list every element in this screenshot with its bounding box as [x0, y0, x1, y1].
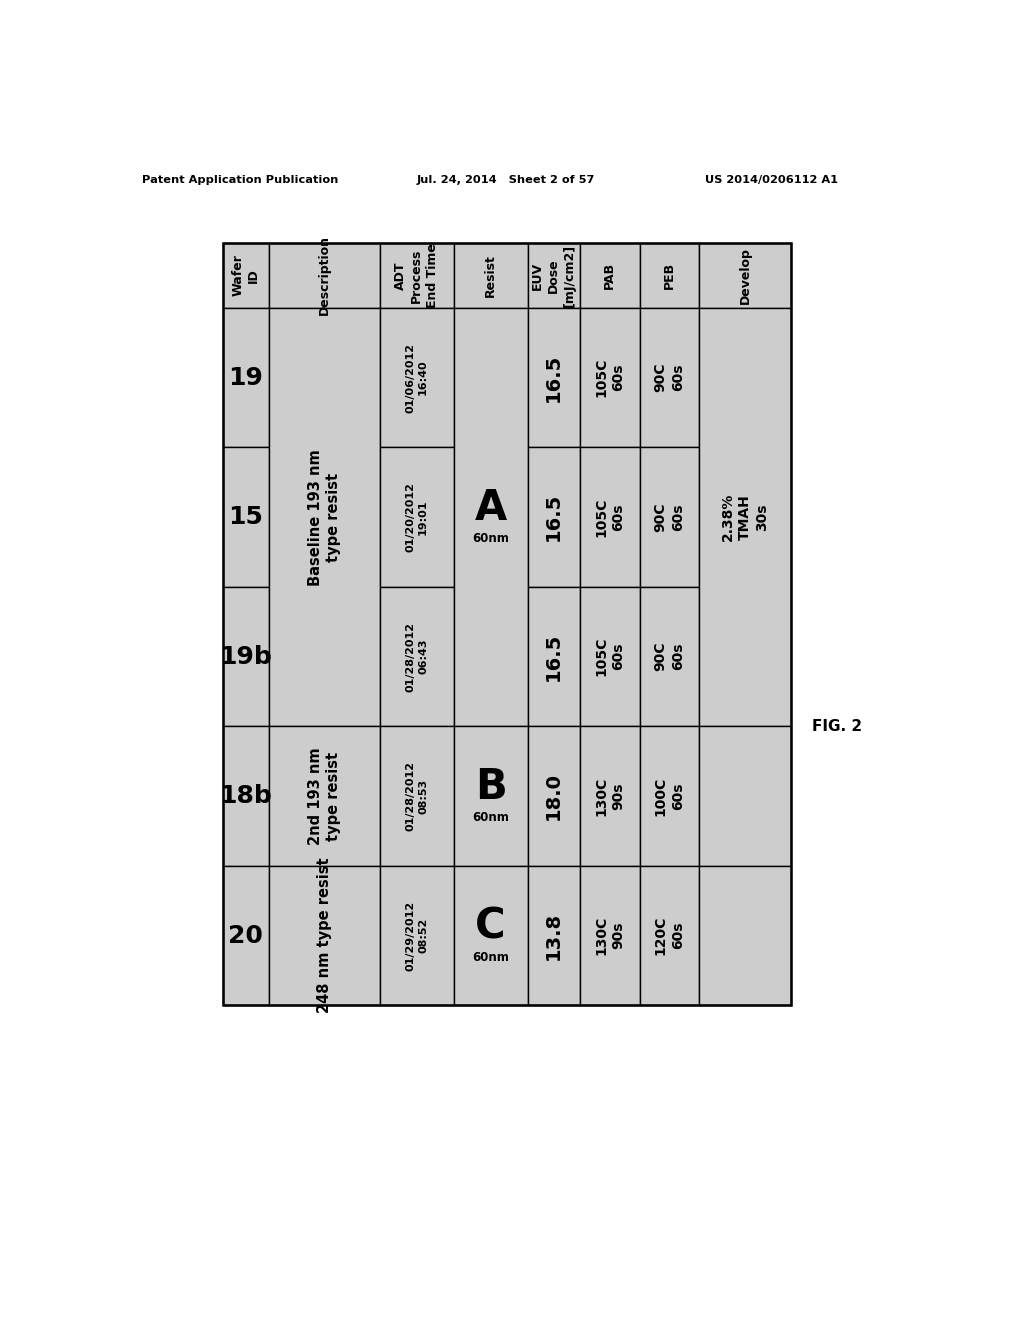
Bar	[454, 726, 527, 866]
Text: B: B	[475, 766, 507, 808]
Text: Patent Application Publication: Patent Application Publication	[142, 176, 338, 185]
Bar	[380, 308, 454, 447]
Bar	[222, 243, 269, 308]
Bar	[269, 308, 380, 726]
Text: 01/20/2012
19:01: 01/20/2012 19:01	[406, 482, 428, 552]
Text: 100C
60s: 100C 60s	[653, 776, 685, 816]
Bar	[699, 726, 791, 866]
Text: 2.38%
TMAH
30s: 2.38% TMAH 30s	[721, 492, 769, 541]
Bar	[454, 243, 527, 308]
Bar	[640, 243, 699, 308]
Bar	[580, 243, 640, 308]
Text: Resist: Resist	[484, 253, 498, 297]
Bar	[580, 587, 640, 726]
Text: C: C	[475, 906, 506, 948]
Text: 130C
90s: 130C 90s	[594, 916, 626, 956]
Text: 60nm: 60nm	[472, 812, 509, 824]
Text: 18.0: 18.0	[544, 772, 563, 820]
Bar	[527, 447, 580, 587]
Text: Develop: Develop	[738, 247, 752, 304]
Text: PEB: PEB	[663, 261, 676, 289]
Bar	[699, 308, 791, 726]
Bar	[222, 866, 269, 1006]
Text: 19: 19	[228, 366, 263, 389]
Bar	[454, 308, 527, 726]
Text: 105C
60s: 105C 60s	[594, 358, 626, 397]
Text: ADT
Process
End Time: ADT Process End Time	[394, 243, 439, 308]
Bar	[222, 726, 269, 866]
Bar	[380, 243, 454, 308]
Bar	[222, 308, 269, 447]
Bar	[527, 726, 580, 866]
Text: 01/28/2012
08:53: 01/28/2012 08:53	[406, 762, 428, 832]
Text: 19b: 19b	[219, 644, 272, 669]
Text: Description: Description	[318, 235, 331, 315]
Bar	[699, 243, 791, 308]
Text: US 2014/0206112 A1: US 2014/0206112 A1	[706, 176, 839, 185]
Bar	[380, 866, 454, 1006]
Text: 13.8: 13.8	[544, 912, 563, 960]
Bar	[222, 587, 269, 726]
Text: 16.5: 16.5	[544, 632, 563, 681]
Bar	[640, 587, 699, 726]
Bar	[527, 587, 580, 726]
Text: 15: 15	[228, 506, 263, 529]
Bar	[222, 447, 269, 587]
Bar	[580, 726, 640, 866]
Bar	[527, 866, 580, 1006]
Text: Wafer
ID: Wafer ID	[231, 255, 260, 297]
Text: 60nm: 60nm	[472, 532, 509, 545]
Text: Jul. 24, 2014   Sheet 2 of 57: Jul. 24, 2014 Sheet 2 of 57	[417, 176, 595, 185]
Text: 16.5: 16.5	[544, 354, 563, 401]
Text: EUV
Dose
[mJ/cm2]: EUV Dose [mJ/cm2]	[531, 244, 577, 308]
Text: 105C
60s: 105C 60s	[594, 638, 626, 676]
Bar	[699, 866, 791, 1006]
Text: FIG. 2: FIG. 2	[812, 719, 862, 734]
Bar	[222, 243, 791, 1006]
Text: 16.5: 16.5	[544, 494, 563, 541]
Text: 01/06/2012
16:40: 01/06/2012 16:40	[406, 343, 428, 413]
Bar	[269, 866, 380, 1006]
Bar	[380, 587, 454, 726]
Text: Baseline 193 nm
type resist: Baseline 193 nm type resist	[308, 449, 341, 586]
Text: 60nm: 60nm	[472, 950, 509, 964]
Bar	[269, 726, 380, 866]
Text: 20: 20	[228, 924, 263, 948]
Bar	[580, 866, 640, 1006]
Text: 18b: 18b	[219, 784, 272, 808]
Bar	[380, 726, 454, 866]
Text: 130C
90s: 130C 90s	[594, 776, 626, 816]
Text: 01/29/2012
08:52: 01/29/2012 08:52	[406, 900, 428, 970]
Text: 01/28/2012
06:43: 01/28/2012 06:43	[406, 622, 428, 692]
Bar	[580, 447, 640, 587]
Bar	[527, 243, 580, 308]
Bar	[640, 866, 699, 1006]
Bar	[580, 308, 640, 447]
Bar	[640, 726, 699, 866]
Bar	[640, 308, 699, 447]
Text: 2nd 193 nm
type resist: 2nd 193 nm type resist	[308, 747, 341, 845]
Text: 105C
60s: 105C 60s	[594, 498, 626, 537]
Text: 90C
60s: 90C 60s	[653, 363, 685, 392]
Text: A: A	[474, 487, 507, 529]
Text: 120C
60s: 120C 60s	[653, 916, 685, 956]
Bar	[380, 447, 454, 587]
Bar	[269, 243, 380, 308]
Text: 90C
60s: 90C 60s	[653, 642, 685, 672]
Text: PAB: PAB	[603, 261, 616, 289]
Bar	[640, 447, 699, 587]
Text: 248 nm type resist: 248 nm type resist	[317, 858, 332, 1014]
Text: 90C
60s: 90C 60s	[653, 503, 685, 532]
Bar	[527, 308, 580, 447]
Bar	[454, 866, 527, 1006]
